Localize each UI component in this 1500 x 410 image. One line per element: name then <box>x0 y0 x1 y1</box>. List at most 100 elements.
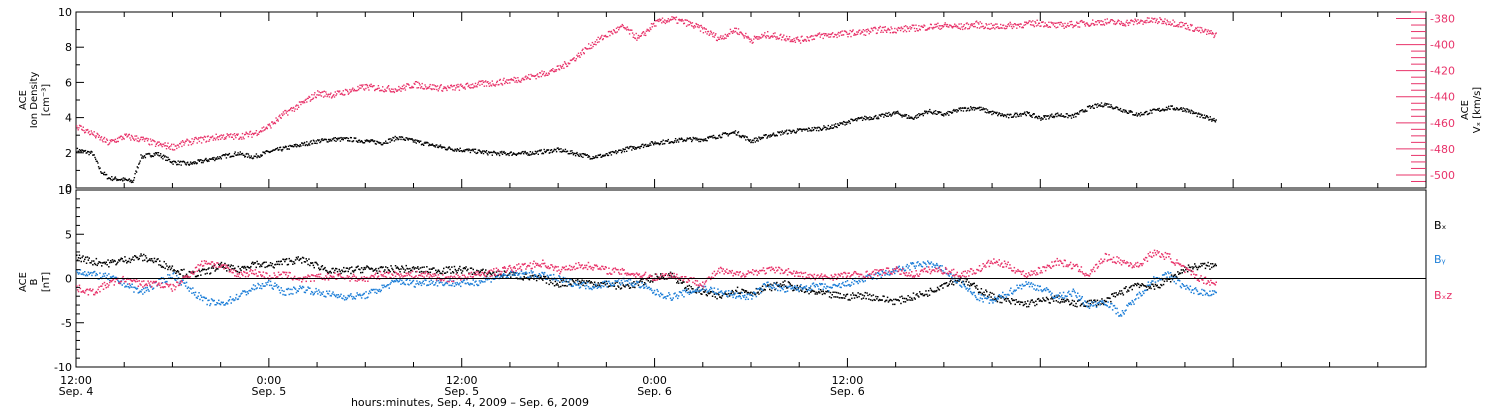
top-series1-point <box>265 127 267 129</box>
bottom-series1-point <box>274 282 276 284</box>
bottom-series1-point <box>437 279 440 282</box>
top-series1-point <box>878 27 881 29</box>
bottom-series0-point <box>84 258 86 261</box>
top-series0-point <box>574 155 577 157</box>
bottom-series0-point <box>994 298 996 301</box>
top-series1-point <box>1209 32 1211 34</box>
bottom-series0-point <box>506 274 508 277</box>
top-series0-point <box>1189 112 1192 114</box>
top-series0-point <box>500 152 502 154</box>
top-series1-point <box>97 133 99 135</box>
top-series1-point <box>847 36 849 38</box>
top-series0-point <box>214 158 217 160</box>
top-series0-point <box>1123 109 1125 111</box>
top-series0-point <box>1124 109 1127 112</box>
bottom-series0-point <box>112 261 115 263</box>
top-series0-point <box>1029 114 1031 116</box>
top-series1-point <box>1166 19 1168 21</box>
top-series1-point <box>791 39 794 41</box>
top-series0-point <box>79 149 82 152</box>
top-series1-point <box>806 36 808 38</box>
bottom-series0-point <box>118 260 121 262</box>
top-series0-point <box>1013 113 1016 116</box>
top-series0-point <box>962 107 964 109</box>
top-series0-point <box>913 118 915 120</box>
bottom-series0-point <box>1206 265 1208 267</box>
top-series1-point <box>311 98 314 100</box>
top-series1-point <box>115 141 117 143</box>
bottom-series0-point <box>153 257 156 260</box>
top-series0-point <box>86 152 88 154</box>
top-series1-point <box>671 16 673 18</box>
bottom-series1-point <box>414 286 416 288</box>
top-series1-point <box>181 140 184 142</box>
top-series0-point <box>634 148 636 150</box>
top-series0-point <box>162 158 164 160</box>
top-series1-point <box>720 35 722 37</box>
bottom-series0-point <box>397 267 399 269</box>
bottom-series1-point <box>80 273 82 275</box>
top-series0-point <box>725 132 727 135</box>
top-series1-point <box>1189 29 1191 31</box>
top-series0-point <box>492 151 494 154</box>
top-series0-point <box>1128 110 1130 112</box>
top-series0-point <box>501 150 503 153</box>
bottom-series0-point <box>913 297 916 299</box>
top-series0-point <box>895 111 897 113</box>
bottom-series1-point <box>539 274 541 276</box>
top-series0-point <box>1036 116 1038 119</box>
top-series0-point <box>473 148 475 150</box>
top-series0-point <box>780 131 783 134</box>
bottom-series1-point <box>542 272 544 274</box>
top-series0-point <box>966 109 968 112</box>
top-series1-point <box>721 37 724 39</box>
bottom-series0-point <box>871 299 874 302</box>
top-series1-point <box>908 27 910 29</box>
top-series1-point <box>226 133 228 135</box>
top-series0-point <box>685 139 688 141</box>
bottom-series1-point <box>178 282 181 285</box>
top-series1-point <box>665 20 667 22</box>
bottom-series0-point <box>1106 297 1108 299</box>
bottom-series0-point <box>89 262 91 264</box>
bottom-series0-point <box>151 258 153 260</box>
top-series0-point <box>441 146 444 148</box>
top-series0-point <box>959 108 961 110</box>
top-series1-point <box>855 34 857 36</box>
bottom-series0-point <box>616 281 618 284</box>
top-series1-point <box>969 26 971 28</box>
top-series1-point <box>717 36 719 39</box>
top-series1-point <box>794 41 797 43</box>
bottom-series0-point <box>929 287 932 290</box>
bottom-series0-point <box>1105 300 1108 303</box>
bottom-series1-point <box>418 281 421 283</box>
top-series1-point <box>383 91 385 93</box>
bottom-series0-point <box>485 275 488 277</box>
top-series0-point <box>758 136 760 138</box>
top-series1-point <box>1184 27 1187 30</box>
bottom-series1-point <box>208 299 210 301</box>
top-series0-point <box>534 153 536 155</box>
bottom-series0-point <box>539 276 541 279</box>
bottom-series0-point <box>1077 300 1079 302</box>
top-series1-point <box>1116 22 1118 24</box>
bottom-series0-point <box>1158 286 1160 289</box>
top-series0-point <box>249 156 252 159</box>
bottom-series0-point <box>120 257 123 259</box>
bottom-series0-point <box>824 292 826 295</box>
top-series1-point <box>1065 26 1068 28</box>
bottom-series0-point <box>1036 303 1038 306</box>
bottom-series1-point <box>570 285 573 287</box>
top-series0-point <box>310 140 312 142</box>
bottom-series0-point <box>1047 298 1050 301</box>
top-series0-point <box>662 139 664 141</box>
top-series1-point <box>874 26 876 29</box>
top-series1-point <box>449 87 451 89</box>
bottom-series1-point <box>499 276 501 279</box>
top-series0-point <box>393 140 396 142</box>
bottom-series1-point <box>525 271 527 273</box>
top-series1-point <box>774 32 776 34</box>
top-series1-point <box>621 23 623 26</box>
bottom-series0-point <box>332 267 334 270</box>
top-series0-point <box>686 137 688 139</box>
